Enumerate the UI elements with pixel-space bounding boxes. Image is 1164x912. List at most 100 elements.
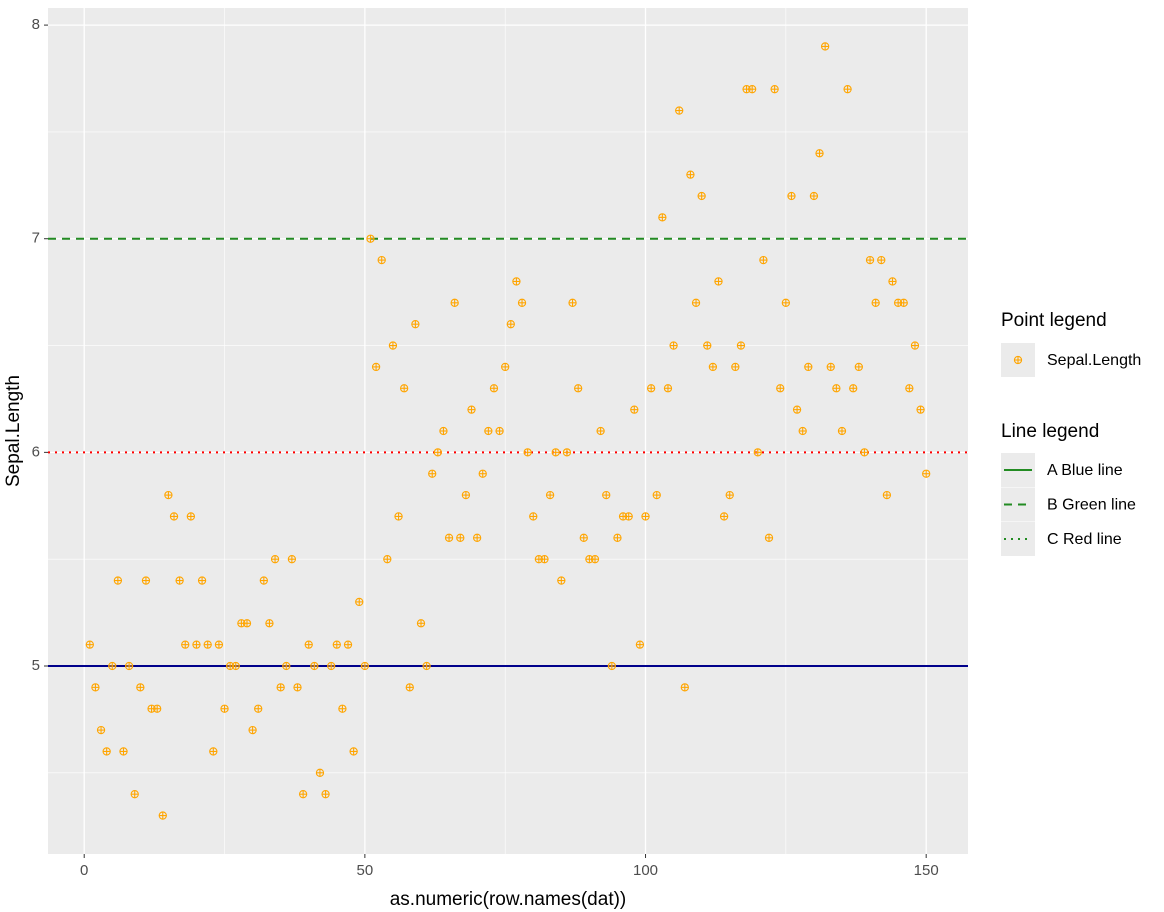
point	[849, 384, 858, 393]
point	[905, 384, 914, 393]
point	[298, 790, 308, 799]
point	[433, 448, 442, 457]
point	[579, 533, 588, 542]
point	[388, 341, 398, 350]
point	[708, 362, 718, 372]
point	[776, 384, 785, 393]
point	[888, 277, 897, 286]
point	[916, 405, 925, 414]
point	[214, 640, 224, 649]
point	[764, 533, 774, 542]
point	[484, 426, 493, 436]
point	[270, 555, 280, 564]
point	[641, 512, 650, 521]
point	[242, 619, 252, 628]
point	[169, 512, 179, 521]
point	[680, 683, 689, 692]
x-tick-label: 100	[633, 862, 658, 879]
legend-label: B Green line	[1047, 497, 1136, 514]
point	[703, 341, 712, 350]
point	[748, 85, 757, 94]
point	[102, 747, 111, 756]
legend-label: Sepal.Length	[1047, 352, 1141, 369]
point	[181, 640, 190, 649]
point	[506, 320, 515, 329]
point	[602, 490, 611, 500]
point	[854, 362, 863, 372]
point	[304, 640, 313, 649]
point	[815, 149, 824, 158]
point	[265, 619, 274, 628]
point	[590, 555, 600, 564]
legend-marker	[1013, 355, 1023, 365]
point	[450, 298, 459, 307]
point	[231, 661, 240, 671]
point	[635, 640, 645, 649]
point	[377, 255, 386, 265]
point	[186, 512, 196, 521]
point	[557, 576, 566, 585]
point	[175, 576, 184, 585]
point	[113, 576, 123, 585]
point	[731, 362, 740, 372]
point-legend-title: Point legend	[1001, 310, 1107, 331]
point	[366, 234, 375, 243]
point	[428, 469, 437, 478]
point	[865, 255, 875, 265]
point	[203, 640, 212, 649]
point	[624, 512, 633, 521]
panel	[48, 8, 968, 854]
y-tick-label: 5	[32, 657, 40, 674]
point	[130, 790, 139, 799]
point	[804, 362, 813, 372]
point	[501, 362, 510, 372]
point	[108, 661, 117, 671]
point	[444, 533, 454, 542]
point	[332, 640, 341, 649]
point	[574, 384, 583, 393]
point	[922, 469, 931, 478]
point	[293, 683, 302, 692]
point	[360, 661, 370, 671]
point	[630, 405, 639, 414]
point	[220, 704, 229, 713]
point	[478, 469, 487, 478]
point	[697, 191, 706, 201]
point	[512, 277, 521, 286]
point	[691, 298, 701, 307]
point	[663, 384, 673, 393]
point	[164, 490, 173, 500]
point	[826, 362, 835, 372]
point	[383, 555, 392, 564]
point	[714, 277, 723, 286]
point	[837, 426, 847, 436]
y-tick-label: 8	[32, 16, 40, 33]
point	[411, 320, 420, 329]
point	[158, 811, 167, 820]
point	[136, 683, 145, 692]
point	[248, 725, 257, 735]
point	[787, 191, 796, 201]
point	[759, 255, 768, 265]
point	[153, 704, 162, 713]
point	[669, 341, 678, 350]
point	[781, 298, 791, 307]
point	[613, 533, 622, 542]
point	[394, 512, 403, 521]
point	[517, 298, 527, 307]
point	[877, 255, 886, 265]
point	[85, 640, 94, 649]
point	[596, 426, 605, 436]
point	[820, 42, 830, 51]
point	[400, 384, 409, 393]
point	[209, 747, 218, 756]
point	[349, 747, 358, 756]
point	[770, 85, 779, 94]
point	[472, 533, 482, 542]
x-tick-label: 50	[357, 862, 374, 879]
point	[736, 341, 746, 350]
point	[276, 683, 285, 692]
point	[719, 512, 729, 521]
legend-label: A Blue line	[1047, 462, 1123, 479]
point	[416, 619, 426, 628]
